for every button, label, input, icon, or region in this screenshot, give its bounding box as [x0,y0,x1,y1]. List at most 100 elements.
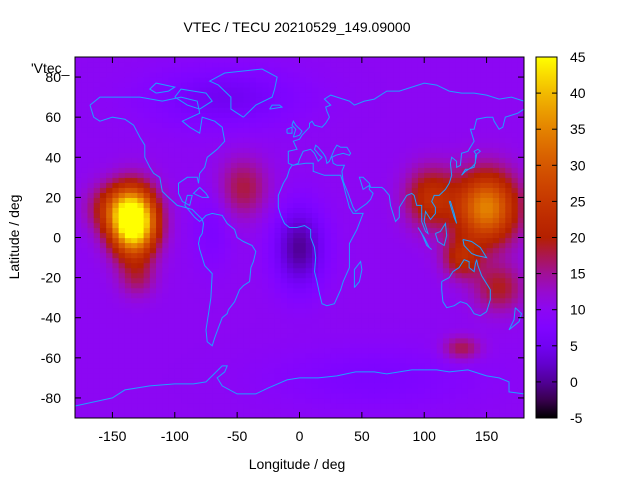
heatmap-cell [181,347,188,354]
heatmap-cell [131,282,138,289]
heatmap-cell [374,117,382,123]
heatmap-cell [93,142,101,148]
heatmap-cell [311,87,319,93]
heatmap-cell [205,227,213,234]
heatmap-cell [474,192,481,198]
heatmap-cell [230,197,238,203]
heatmap-cell [486,257,494,264]
heatmap-cell [499,92,506,98]
heatmap-cell [411,147,419,153]
heatmap-cell [93,272,101,279]
heatmap-cell [287,212,294,219]
heatmap-cell [99,102,107,108]
heatmap-cell [436,257,444,264]
heatmap-cell [467,282,475,289]
heatmap-cell [343,352,350,359]
heatmap-cell [212,267,220,274]
heatmap-cell [99,212,107,219]
heatmap-cell [162,57,170,63]
heatmap-cell [262,142,269,148]
heatmap-cell [255,167,263,173]
heatmap-cell [87,132,95,138]
heatmap-cell [374,112,382,118]
heatmap-cell [174,332,182,339]
heatmap-cell [218,187,226,193]
heatmap-cell [417,167,425,173]
heatmap-cell [93,92,101,98]
heatmap-cell [474,277,481,284]
heatmap-cell [374,247,382,254]
heatmap-cell [449,207,457,214]
heatmap-cell [124,72,132,78]
heatmap-cell [274,182,282,188]
heatmap-cell [399,177,407,183]
heatmap-cell [467,92,475,98]
heatmap-cell [99,122,107,128]
heatmap-cell [417,187,425,193]
heatmap-cell [243,72,251,78]
heatmap-cell [205,217,213,224]
heatmap-cell [174,62,182,68]
heatmap-cell [355,252,363,259]
heatmap-cell [75,237,82,244]
heatmap-cell [467,137,475,143]
chart-title: VTEC / TECU 20210529_149.09000 [183,19,410,35]
heatmap-cell [262,202,269,209]
heatmap-cell [243,122,251,128]
heatmap-cell [131,147,138,153]
heatmap-cell [349,312,357,319]
heatmap-cell [287,372,294,379]
heatmap-cell [87,257,95,264]
heatmap-cell [474,132,481,138]
heatmap-cell [430,242,438,249]
heatmap-cell [436,357,444,364]
heatmap-cell [461,252,469,259]
heatmap-cell [486,262,494,269]
heatmap-cell [181,82,188,88]
heatmap-cell [118,137,126,143]
heatmap-cell [424,307,432,314]
heatmap-cell [174,162,182,168]
heatmap-cell [75,192,82,198]
heatmap-cell [156,182,163,188]
heatmap-cell [499,187,506,193]
heatmap-cell [336,397,344,404]
heatmap-cell [212,257,220,264]
heatmap-cell [330,227,338,234]
heatmap-cell [343,217,350,224]
heatmap-cell [386,392,394,399]
heatmap-cell [386,137,394,143]
heatmap-cell [274,292,282,299]
heatmap-cell [324,62,332,68]
heatmap-cell [318,217,326,224]
heatmap-cell [330,137,338,143]
heatmap-cell [255,252,263,259]
heatmap-cell [287,117,294,123]
heatmap-cell [318,187,326,193]
heatmap-cell [156,172,163,178]
heatmap-cell [218,77,226,83]
heatmap-cell [318,137,326,143]
heatmap-cell [467,337,475,344]
heatmap-cell [262,62,269,68]
heatmap-cell [181,362,188,369]
heatmap-cell [99,292,107,299]
heatmap-cell [405,267,413,274]
heatmap-cell [492,292,500,299]
heatmap-cell [81,137,89,143]
heatmap-cell [336,202,344,209]
heatmap-cell [449,372,457,379]
heatmap-cell [280,277,288,284]
heatmap-cell [81,82,89,88]
heatmap-cell [156,387,163,394]
heatmap-cell [474,137,481,143]
heatmap-cell [243,382,251,389]
heatmap-cell [486,82,494,88]
heatmap-cell [330,262,338,269]
heatmap-cell [349,67,357,73]
heatmap-cell [187,207,195,214]
heatmap-cell [181,192,188,198]
heatmap-cell [149,357,157,364]
heatmap-cell [81,232,89,239]
heatmap-cell [417,272,425,279]
